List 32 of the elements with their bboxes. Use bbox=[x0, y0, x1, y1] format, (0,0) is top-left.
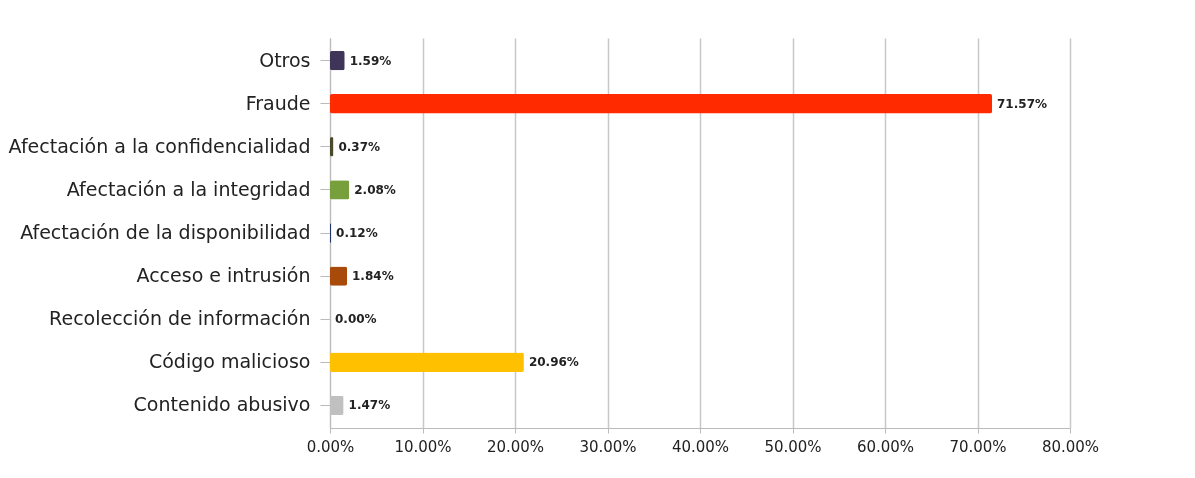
y-tick-label: Código malicioso bbox=[148, 350, 311, 373]
data-label: 71.57% bbox=[997, 96, 1048, 111]
y-tick-label: Acceso e intrusión bbox=[136, 264, 311, 287]
y-tick-label: Afectación a la integridad bbox=[66, 177, 311, 200]
y-tick-label: Otros bbox=[259, 48, 311, 71]
bar bbox=[330, 94, 993, 114]
y-tick-label: Afectación de la disponibilidad bbox=[20, 221, 311, 243]
data-label: 1.59% bbox=[349, 53, 392, 68]
bar bbox=[330, 50, 345, 71]
data-label: 1.84% bbox=[352, 269, 394, 284]
x-tick-label: 70.00% bbox=[949, 437, 1007, 456]
x-tick-label: 80.00% bbox=[1041, 437, 1100, 456]
x-tick-label: 40.00% bbox=[671, 437, 730, 456]
y-tick-label: Fraude bbox=[245, 91, 311, 114]
y-tick-label: Contenido abusivo bbox=[133, 393, 311, 416]
y-tick-label: Afectación a la confidencialidad bbox=[8, 134, 311, 157]
x-tick-label: 30.00% bbox=[579, 437, 637, 456]
data-label: 2.08% bbox=[354, 182, 396, 197]
bar bbox=[330, 266, 348, 286]
x-tick-label: 20.00% bbox=[486, 437, 545, 456]
y-tick-label: Recolección de información bbox=[49, 307, 311, 330]
x-tick-label: 10.00% bbox=[394, 437, 452, 456]
bar bbox=[330, 352, 524, 372]
data-label: 0.00% bbox=[335, 312, 377, 327]
x-tick-label: 50.00% bbox=[764, 437, 822, 456]
x-tick-label: 60.00% bbox=[856, 437, 915, 456]
data-label: 0.12% bbox=[336, 226, 378, 240]
data-label: 20.96% bbox=[528, 355, 579, 370]
data-label: 0.37% bbox=[338, 139, 381, 154]
data-label: 1.47% bbox=[348, 398, 391, 413]
bar bbox=[330, 180, 350, 200]
x-tick-label: 0.00% bbox=[306, 437, 355, 456]
